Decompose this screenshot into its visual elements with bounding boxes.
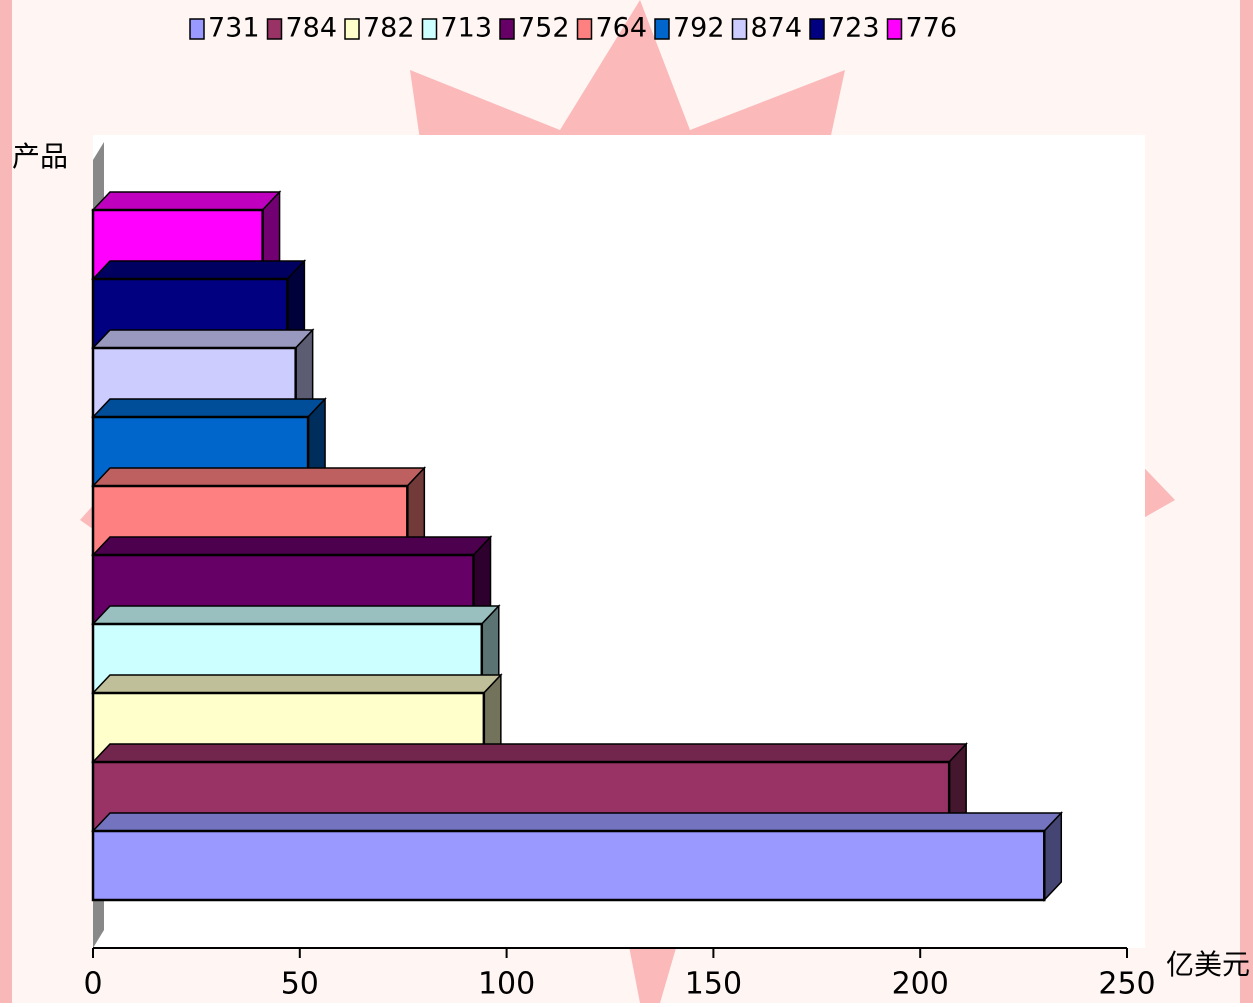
bar-top [93, 468, 424, 486]
legend-label: 784 [286, 13, 338, 44]
bar-top [93, 675, 501, 693]
legend-swatch [810, 19, 824, 39]
bar-top [93, 537, 491, 555]
x-tick-label: 100 [478, 967, 535, 1002]
bar-top [93, 192, 280, 210]
legend-label: 752 [518, 13, 570, 44]
x-tick-label: 200 [892, 967, 949, 1002]
legend-swatch [733, 19, 747, 39]
legend-swatch [578, 19, 592, 39]
y-axis-label: 产品 [12, 140, 68, 173]
legend-label: 723 [828, 13, 880, 44]
page: {"chart_data": {"type": "bar3d-horizonta… [0, 0, 1253, 1003]
chart: 亿美元 产品 0 50 100 150 200 250 731 784 782 713 752 764… [0, 0, 1253, 1003]
bar-top [93, 399, 325, 417]
bar-top [93, 261, 304, 279]
legend-swatch [345, 19, 359, 39]
legend-label: 792 [673, 13, 725, 44]
bar-top [93, 813, 1061, 831]
legend-label: 776 [906, 13, 958, 44]
bar-top [93, 744, 966, 762]
legend-label: 713 [441, 13, 493, 44]
legend-label: 782 [363, 13, 415, 44]
bar-top [93, 330, 313, 348]
x-tick-label: 0 [83, 967, 102, 1002]
bar [93, 831, 1044, 900]
legend-swatch [655, 19, 669, 39]
x-tick-label: 250 [1098, 967, 1155, 1002]
legend-label: 731 [208, 13, 260, 44]
decor-edge [1240, 0, 1253, 1003]
legend-swatch [423, 19, 437, 39]
legend-swatch [268, 19, 282, 39]
legend-swatch [888, 19, 902, 39]
bar-top [93, 606, 499, 624]
legend-label: 764 [596, 13, 648, 44]
legend-swatch [190, 19, 204, 39]
x-tick-label: 150 [685, 967, 742, 1002]
legend-label: 874 [751, 13, 803, 44]
x-axis-label: 亿美元 [1166, 948, 1250, 981]
x-tick-label: 50 [281, 967, 319, 1002]
decor-edge [0, 0, 12, 1003]
legend-swatch [500, 19, 514, 39]
